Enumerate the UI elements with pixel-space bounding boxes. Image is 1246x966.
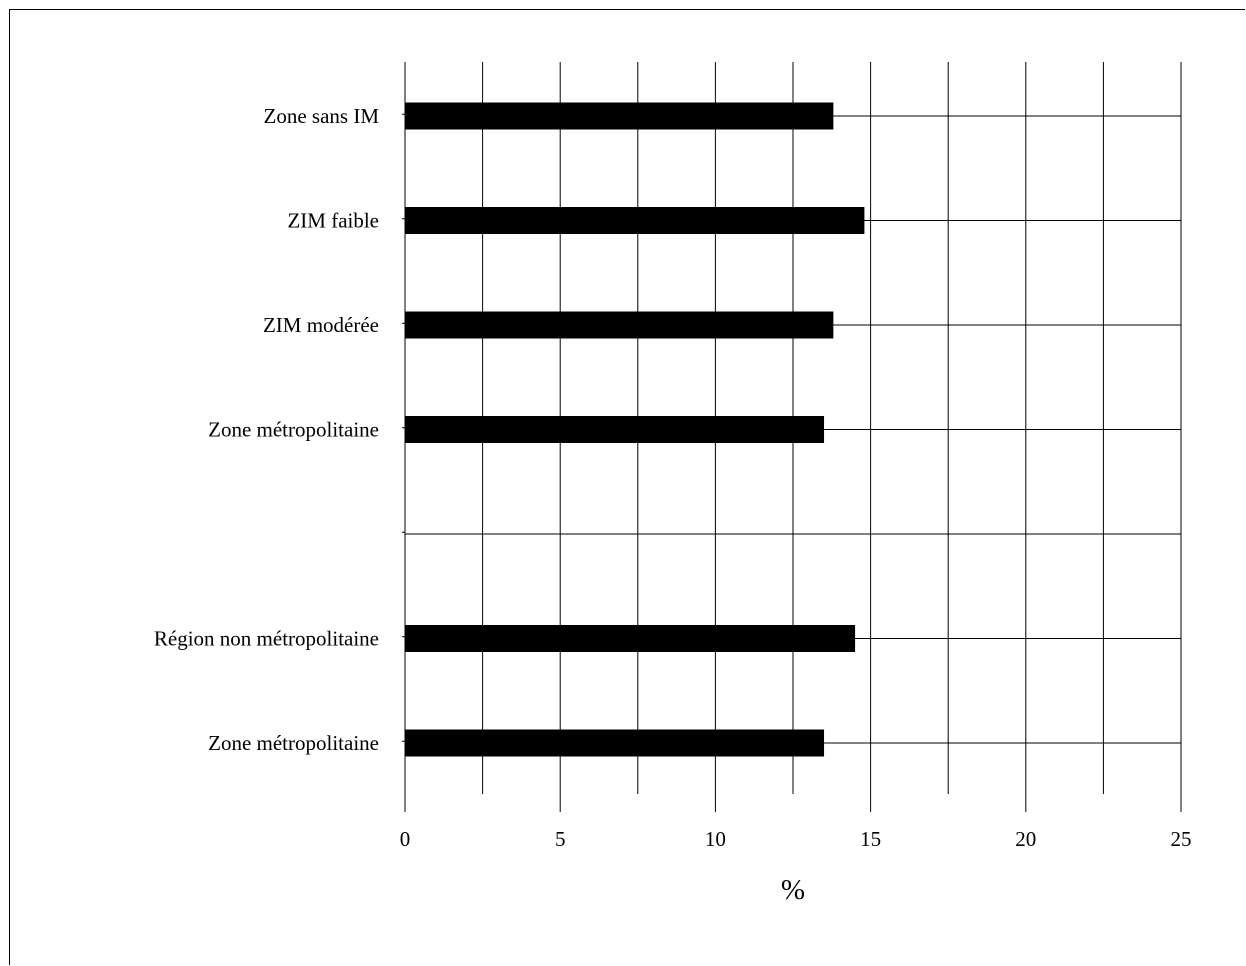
bar <box>405 416 825 443</box>
x-tick-label: 15 <box>860 827 881 851</box>
bar <box>405 102 834 130</box>
category-labels: Zone sans IM ZIM faible ZIM modérée Zone mé… <box>154 104 379 755</box>
category-label: ZIM faible <box>287 209 379 233</box>
bar <box>405 207 865 234</box>
bar <box>405 311 834 339</box>
axes <box>402 62 1182 812</box>
chart-frame <box>9 9 1245 965</box>
x-tick-label: 5 <box>555 827 566 851</box>
category-label: Région non métropolitaine <box>154 627 379 651</box>
category-label: Zone métropolitaine <box>208 731 379 755</box>
bar <box>405 729 825 757</box>
x-axis-title: % <box>781 874 805 906</box>
tick-labels: 0 5 10 15 20 25 <box>400 827 1192 851</box>
category-label: Zone sans IM <box>264 104 380 128</box>
x-tick-label: 20 <box>1015 827 1036 851</box>
x-tick-label: 10 <box>705 827 726 851</box>
category-label: ZIM modérée <box>263 313 379 337</box>
bars <box>405 102 865 757</box>
category-label: Zone métropolitaine <box>208 418 379 442</box>
x-tick-label: 25 <box>1171 827 1192 851</box>
x-tick-label: 0 <box>400 827 411 851</box>
bar <box>405 625 856 652</box>
